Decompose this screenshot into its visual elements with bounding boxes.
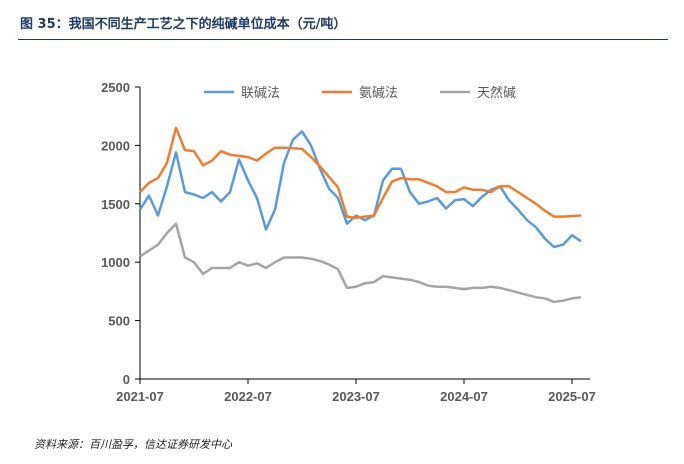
source-note: 资料来源：百川盈孚，信达证券研发中心 [34,438,232,451]
line-chart: 0 500 1000 1500 2000 2500 2021-07 2022-07 2023-0… [101,80,596,404]
series-line-3 [139,222,582,304]
title-divider [18,39,668,40]
legend-label-1: 联碱法 [241,86,280,101]
legend-label-2: 氨碱法 [359,86,398,101]
x-tick-label: 2021-07 [116,389,164,404]
y-tick-label: 2500 [101,80,130,95]
y-tick-label: 2000 [101,138,130,153]
series-line-2 [139,126,582,220]
y-tick-label: 500 [108,314,130,329]
y-tick-label: 1500 [101,197,130,212]
x-tick-label: 2022-07 [224,389,272,404]
x-tick-label: 2023-07 [332,389,380,404]
x-tick-label: 2024-07 [440,389,488,404]
figure-title: 图 35：我国不同生产工艺之下的纯碱单位成本（元/吨） [20,17,347,32]
x-tick-label: 2025-07 [548,389,596,404]
y-tick-label: 0 [123,372,130,387]
legend-label-3: 天然碱 [477,85,516,101]
y-tick-label: 1000 [101,255,130,270]
